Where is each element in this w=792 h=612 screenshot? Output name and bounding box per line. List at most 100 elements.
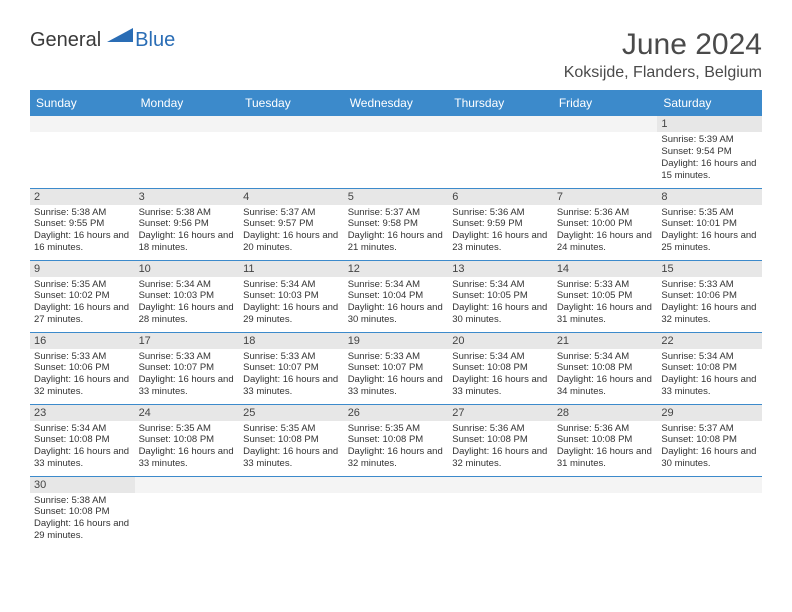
calendar-week: 1Sunrise: 5:39 AMSunset: 9:54 PMDaylight… <box>30 116 762 188</box>
daylight-text: Daylight: 16 hours and 23 minutes. <box>452 230 549 254</box>
daylight-text: Daylight: 16 hours and 20 minutes. <box>243 230 340 254</box>
daylight-text: Daylight: 16 hours and 29 minutes. <box>34 518 131 542</box>
calendar-cell: 25Sunrise: 5:35 AMSunset: 10:08 PMDaylig… <box>239 404 344 476</box>
day-number: 22 <box>657 333 762 349</box>
sunrise-text: Sunrise: 5:35 AM <box>243 423 340 435</box>
sunset-text: Sunset: 10:08 PM <box>661 362 758 374</box>
calendar-cell <box>239 476 344 548</box>
sunrise-text: Sunrise: 5:36 AM <box>557 207 654 219</box>
sunrise-text: Sunrise: 5:36 AM <box>452 207 549 219</box>
weekday-header: Tuesday <box>239 90 344 116</box>
sunset-text: Sunset: 10:07 PM <box>243 362 340 374</box>
sunrise-text: Sunrise: 5:33 AM <box>34 351 131 363</box>
daylight-text: Daylight: 16 hours and 32 minutes. <box>452 446 549 470</box>
day-details: Sunrise: 5:37 AMSunset: 9:58 PMDaylight:… <box>344 205 449 259</box>
day-number: 15 <box>657 261 762 277</box>
day-number: 19 <box>344 333 449 349</box>
daylight-text: Daylight: 16 hours and 30 minutes. <box>661 446 758 470</box>
calendar-cell: 23Sunrise: 5:34 AMSunset: 10:08 PMDaylig… <box>30 404 135 476</box>
day-number-bar <box>344 477 449 493</box>
sunset-text: Sunset: 10:03 PM <box>243 290 340 302</box>
sunset-text: Sunset: 10:06 PM <box>34 362 131 374</box>
calendar-cell: 22 Sunrise: 5:34 AMSunset: 10:08 PMDaylig… <box>657 332 762 404</box>
header-right: June 2024 Koksijde, Flanders, Belgium <box>564 28 762 82</box>
sunrise-text: Sunrise: 5:36 AM <box>452 423 549 435</box>
day-number: 27 <box>448 405 553 421</box>
weekday-header: Friday <box>553 90 658 116</box>
sunset-text: Sunset: 10:08 PM <box>557 434 654 446</box>
day-number: 28 <box>553 405 658 421</box>
sunset-text: Sunset: 10:03 PM <box>139 290 236 302</box>
day-number: 23 <box>30 405 135 421</box>
sunrise-text: Sunrise: 5:37 AM <box>243 207 340 219</box>
calendar-cell: 14Sunrise: 5:33 AMSunset: 10:05 PMDaylig… <box>553 260 658 332</box>
sunrise-text: Sunrise: 5:35 AM <box>661 207 758 219</box>
sunset-text: Sunset: 10:08 PM <box>661 434 758 446</box>
day-details: Sunrise: 5:34 AMSunset: 10:08 PMDaylight… <box>448 349 553 403</box>
calendar-cell: 2Sunrise: 5:38 AMSunset: 9:55 PMDaylight… <box>30 188 135 260</box>
calendar-cell <box>448 476 553 548</box>
calendar-cell: 3Sunrise: 5:38 AMSunset: 9:56 PMDaylight… <box>135 188 240 260</box>
daylight-text: Daylight: 16 hours and 30 minutes. <box>452 302 549 326</box>
sunrise-text: Sunrise: 5:34 AM <box>348 279 445 291</box>
sunset-text: Sunset: 10:04 PM <box>348 290 445 302</box>
calendar-cell <box>553 476 658 548</box>
calendar-week: 2Sunrise: 5:38 AMSunset: 9:55 PMDaylight… <box>30 188 762 260</box>
day-details: Sunrise: 5:36 AMSunset: 10:00 PMDaylight… <box>553 205 658 259</box>
day-number-bar <box>448 477 553 493</box>
day-details: Sunrise: 5:34 AMSunset: 10:03 PMDaylight… <box>135 277 240 331</box>
calendar-cell <box>657 476 762 548</box>
day-details: Sunrise: 5:33 AMSunset: 10:07 PMDaylight… <box>239 349 344 403</box>
sunrise-text: Sunrise: 5:38 AM <box>34 495 131 507</box>
sunset-text: Sunset: 9:56 PM <box>139 218 236 230</box>
sunset-text: Sunset: 10:08 PM <box>452 434 549 446</box>
calendar-week: 23Sunrise: 5:34 AMSunset: 10:08 PMDaylig… <box>30 404 762 476</box>
day-number: 21 <box>553 333 658 349</box>
sunset-text: Sunset: 10:08 PM <box>452 362 549 374</box>
calendar-cell <box>344 116 449 188</box>
sunset-text: Sunset: 9:59 PM <box>452 218 549 230</box>
sunrise-text: Sunrise: 5:36 AM <box>557 423 654 435</box>
daylight-text: Daylight: 16 hours and 33 minutes. <box>243 446 340 470</box>
day-number: 14 <box>553 261 658 277</box>
daylight-text: Daylight: 16 hours and 33 minutes. <box>661 374 758 398</box>
calendar-cell: 20Sunrise: 5:34 AMSunset: 10:08 PMDaylig… <box>448 332 553 404</box>
calendar-cell: 28Sunrise: 5:36 AMSunset: 10:08 PMDaylig… <box>553 404 658 476</box>
calendar-cell: 19Sunrise: 5:33 AMSunset: 10:07 PMDaylig… <box>344 332 449 404</box>
sunset-text: Sunset: 10:07 PM <box>139 362 236 374</box>
day-number-bar <box>448 116 553 132</box>
sunset-text: Sunset: 10:08 PM <box>139 434 236 446</box>
daylight-text: Daylight: 16 hours and 28 minutes. <box>139 302 236 326</box>
calendar-cell: 6Sunrise: 5:36 AMSunset: 9:59 PMDaylight… <box>448 188 553 260</box>
day-details: Sunrise: 5:37 AMSunset: 9:57 PMDaylight:… <box>239 205 344 259</box>
logo: General Blue <box>30 28 175 53</box>
sunrise-text: Sunrise: 5:34 AM <box>243 279 340 291</box>
day-details: Sunrise: 5:35 AMSunset: 10:02 PMDaylight… <box>30 277 135 331</box>
day-details: Sunrise: 5:35 AMSunset: 10:08 PMDaylight… <box>239 421 344 475</box>
daylight-text: Daylight: 16 hours and 30 minutes. <box>348 302 445 326</box>
day-number: 12 <box>344 261 449 277</box>
sunset-text: Sunset: 10:05 PM <box>557 290 654 302</box>
day-details: Sunrise: 5:36 AMSunset: 10:08 PMDaylight… <box>448 421 553 475</box>
sunrise-text: Sunrise: 5:34 AM <box>34 423 131 435</box>
day-details: Sunrise: 5:35 AMSunset: 10:01 PMDaylight… <box>657 205 762 259</box>
weekday-header: Sunday <box>30 90 135 116</box>
daylight-text: Daylight: 16 hours and 31 minutes. <box>557 302 654 326</box>
sunrise-text: Sunrise: 5:35 AM <box>34 279 131 291</box>
calendar-table: SundayMondayTuesdayWednesdayThursdayFrid… <box>30 90 762 548</box>
day-details: Sunrise: 5:34 AMSunset: 10:04 PMDaylight… <box>344 277 449 331</box>
day-number-bar <box>553 477 658 493</box>
calendar-cell: 17Sunrise: 5:33 AMSunset: 10:07 PMDaylig… <box>135 332 240 404</box>
day-details: Sunrise: 5:34 AMSunset: 10:08 PMDaylight… <box>553 349 658 403</box>
day-number: 25 <box>239 405 344 421</box>
day-details: Sunrise: 5:33 AMSunset: 10:07 PMDaylight… <box>135 349 240 403</box>
day-details: Sunrise: 5:38 AMSunset: 9:56 PMDaylight:… <box>135 205 240 259</box>
sunrise-text: Sunrise: 5:34 AM <box>661 351 758 363</box>
day-number: 7 <box>553 189 658 205</box>
daylight-text: Daylight: 16 hours and 16 minutes. <box>34 230 131 254</box>
day-number: 16 <box>30 333 135 349</box>
sunrise-text: Sunrise: 5:34 AM <box>139 279 236 291</box>
calendar-cell: 8Sunrise: 5:35 AMSunset: 10:01 PMDayligh… <box>657 188 762 260</box>
day-details: Sunrise: 5:35 AMSunset: 10:08 PMDaylight… <box>135 421 240 475</box>
day-details: Sunrise: 5:38 AMSunset: 10:08 PMDaylight… <box>30 493 135 547</box>
